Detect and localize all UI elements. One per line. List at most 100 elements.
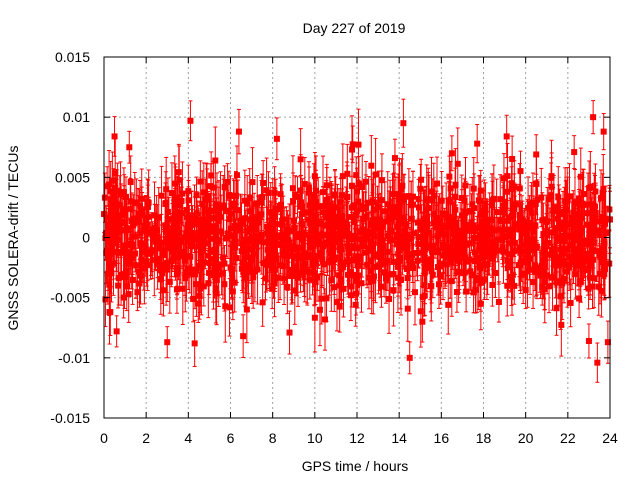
data-point [447,185,454,192]
data-point [511,247,518,254]
data-point [323,295,330,302]
data-point [493,209,500,216]
chart-title: Day 227 of 2019 [303,20,406,36]
data-point [352,212,359,219]
data-point [338,278,345,285]
data-point [434,233,441,240]
data-point [482,207,489,214]
data-point [466,208,473,215]
data-point [538,194,545,201]
data-point [191,271,198,278]
data-point [560,257,567,264]
data-point [577,173,584,180]
data-point [262,275,269,282]
data-point [591,275,598,282]
data-point [354,188,361,195]
data-point [516,185,523,192]
data-point [233,255,240,262]
data-point [536,268,543,275]
data-point [295,274,302,281]
data-point [181,257,188,264]
data-point [197,285,204,292]
data-point [311,213,318,220]
data-point [298,203,305,210]
data-point [115,282,122,289]
data-point [389,204,396,211]
data-point [462,182,469,189]
data-point [348,283,355,290]
data-point [189,222,196,229]
data-point [259,194,266,201]
data-point [347,292,354,299]
data-point [343,219,350,226]
data-point [550,254,557,261]
data-point [497,226,504,233]
data-point [250,274,257,281]
data-point [414,219,421,226]
data-point [185,217,192,224]
data-point [312,279,319,286]
data-point [374,216,381,223]
data-point [558,321,565,328]
data-point [449,224,456,231]
data-point [586,262,593,269]
data-point [254,200,261,207]
data-point [429,271,436,278]
data-point [226,231,233,238]
data-point [584,241,591,248]
data-point [279,217,286,224]
data-point [381,269,388,276]
data-point [430,211,437,218]
data-point [157,276,164,283]
data-point [575,259,582,266]
data-point [350,272,357,279]
data-point [579,260,586,267]
data-point [185,197,192,204]
data-point [569,214,576,221]
data-point [436,226,443,233]
data-point [337,259,344,266]
data-point [600,186,607,193]
data-point [466,256,473,263]
data-point [200,189,207,196]
data-point [596,252,603,259]
data-point [215,217,222,224]
data-point [179,285,186,292]
data-point [287,228,294,235]
data-point [247,208,254,215]
data-point [586,231,593,238]
data-point [351,219,358,226]
data-point [589,283,596,290]
data-point [476,247,483,254]
data-point [260,239,267,246]
data-point [468,219,475,226]
data-point [164,208,171,215]
data-point [260,179,267,186]
data-point [566,193,573,200]
data-point [384,201,391,208]
data-point [137,272,144,279]
data-point [378,283,385,290]
data-point [312,226,319,233]
data-point [210,272,217,279]
data-point [208,208,215,215]
data-point [417,308,424,315]
data-point [495,298,502,305]
data-point [233,227,240,234]
data-point [479,238,486,245]
data-point [508,273,515,280]
data-point [127,205,134,212]
data-point [223,235,230,242]
data-point [136,268,143,275]
data-point [212,207,219,214]
data-point [468,272,475,279]
data-point [483,226,490,233]
data-point [275,274,282,281]
data-point [125,291,132,298]
data-point [269,285,276,292]
data-point [490,195,497,202]
data-point [197,216,204,223]
data-point [190,295,197,302]
data-point [503,188,510,195]
